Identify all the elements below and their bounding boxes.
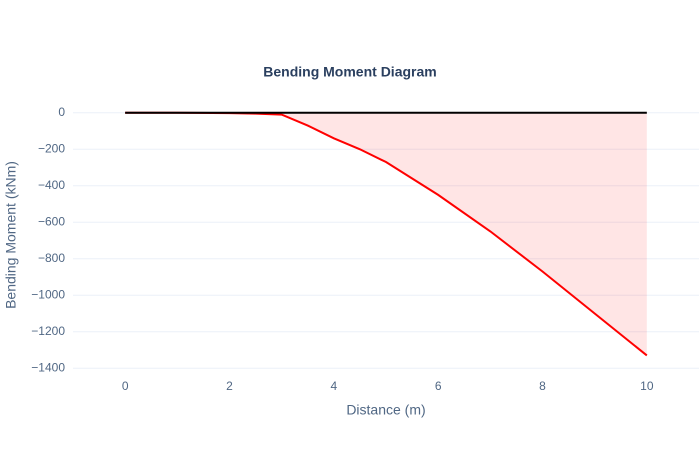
x-tick-label: 2: [226, 379, 233, 393]
y-axis-title: Bending Moment (kNm): [3, 161, 19, 309]
y-tick-label: −1200: [31, 324, 65, 338]
y-tick-label: −800: [38, 251, 65, 265]
y-tick-label: −600: [38, 214, 65, 228]
y-tick-label: −400: [38, 178, 65, 192]
x-tick-label: 8: [539, 379, 546, 393]
y-tick-label: −1000: [31, 287, 65, 301]
y-tick-label: −200: [38, 141, 65, 155]
x-tick-label: 4: [330, 379, 337, 393]
x-tick-label: 6: [435, 379, 442, 393]
y-tick-label: 0: [58, 105, 65, 119]
area-fill: [125, 112, 647, 356]
x-tick-label: 10: [640, 379, 654, 393]
x-axis-title: Distance (m): [346, 402, 425, 418]
y-tick-label: −1400: [31, 360, 65, 374]
x-tick-label: 0: [122, 379, 129, 393]
chart-title: Bending Moment Diagram: [263, 64, 436, 80]
